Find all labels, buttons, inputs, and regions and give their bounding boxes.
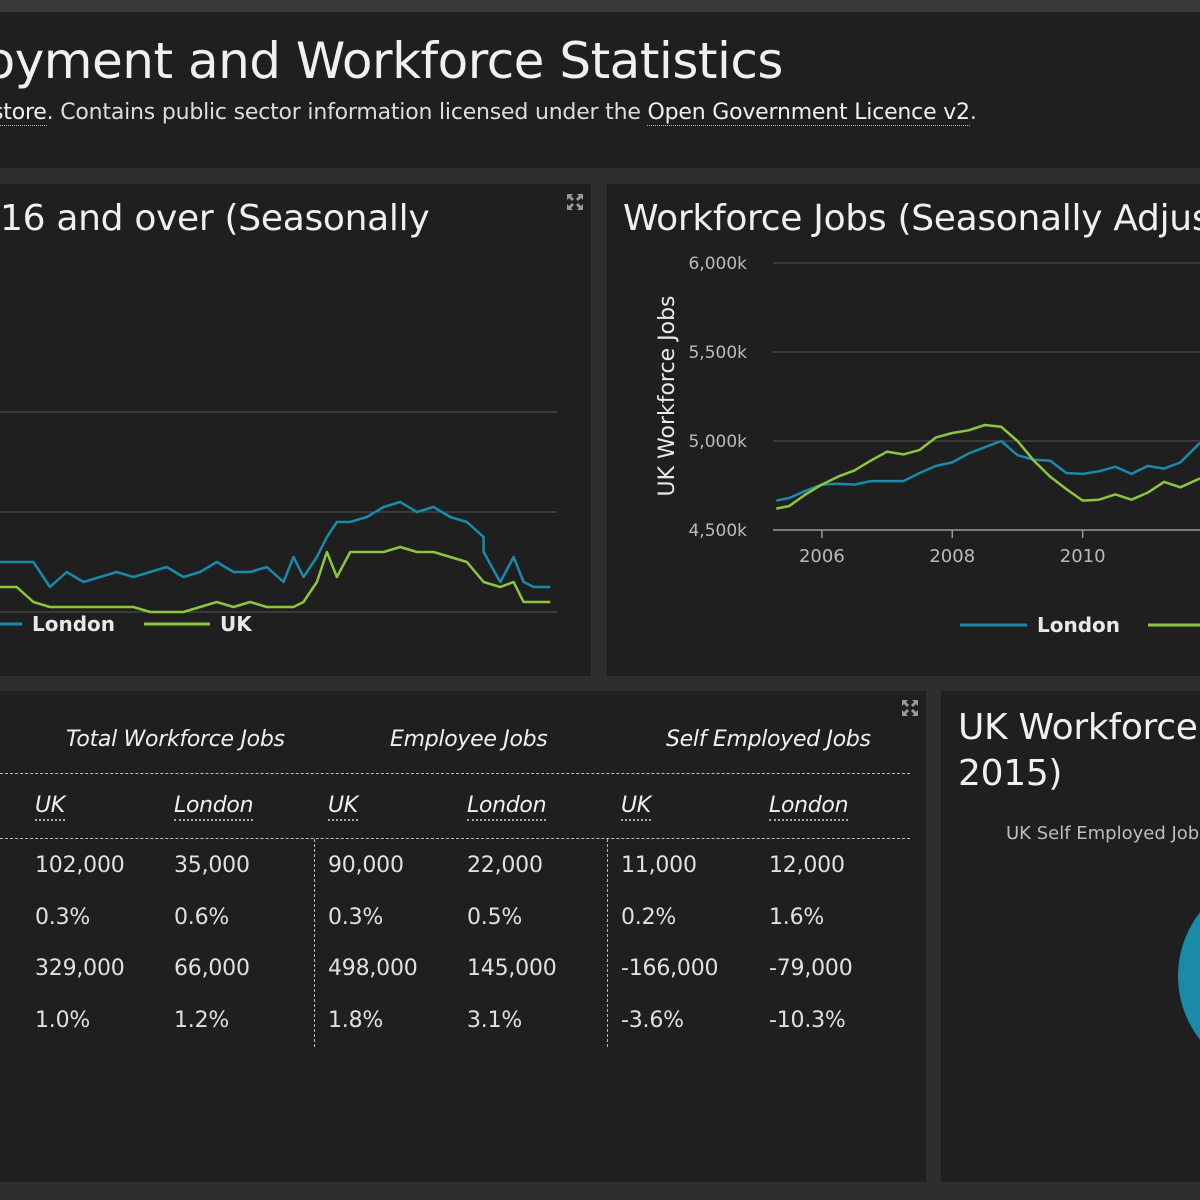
table-cell: 35,000 [174,853,250,878]
table-cell: -3.6% [621,1008,684,1033]
y-tick-label: 5,500k [688,343,747,363]
legend-label-london: London [1037,613,1120,637]
table-divider [0,838,910,839]
table-cell: 0.5% [467,905,523,930]
x-tick-label: 2010 [1060,546,1106,567]
column-divider [607,839,608,1047]
series-line-london [0,500,551,589]
series-line-uk [776,423,1200,510]
y-axis-title: UK Workforce Jobs [655,296,680,497]
table-cell: 102,000 [35,853,125,878]
table-cell: 498,000 [328,956,418,981]
expand-icon[interactable] [900,698,920,718]
pie-slice[interactable] [1178,873,1200,1079]
panel-title: 16 and over (Seasonally [0,198,430,239]
employment-chart-panel: 16 and over (Seasonally 000200520102015L… [0,184,591,676]
subheader-uk[interactable]: UK [35,793,65,821]
series-line-uk [0,545,551,614]
series-line-london [776,439,1200,502]
group-header-self-employed: Self Employed Jobs [666,727,871,752]
top-bar [0,0,1200,12]
workforce-table-panel: Total Workforce Jobs Employee Jobs Self … [0,691,926,1182]
workforce-jobs-chart-panel: Workforce Jobs (Seasonally Adjus 4,500k 5… [607,184,1200,676]
self-employed-pie-panel: UK Workforce 2015) UK Self Employed Jobs [941,691,1200,1182]
licence-link[interactable]: Open Government Licence v2 [647,100,970,126]
table-cell: 66,000 [174,956,250,981]
y-tick-label: 6,000k [688,254,747,274]
table-cell: 0.3% [35,905,91,930]
y-tick-label: 4,500k [688,521,747,541]
subheader-london[interactable]: London [769,793,849,821]
table-cell: 90,000 [328,853,404,878]
column-divider [314,839,315,1047]
panel-title-line1: UK Workforce [958,707,1198,748]
table-cell: -166,000 [621,956,719,981]
attribution-end: . [969,100,977,125]
x-tick-label: 2006 [799,546,845,567]
table-cell: 3.1% [467,1008,523,1033]
table-cell: 0.6% [174,905,230,930]
legend-label-london: London [32,612,115,636]
expand-icon[interactable] [565,192,585,212]
table-cell: 1.0% [35,1008,91,1033]
subheader-uk[interactable]: UK [328,793,358,821]
table-cell: 0.2% [621,905,677,930]
table-cell: 22,000 [467,853,543,878]
subheader-london[interactable]: London [174,793,254,821]
table-cell: 329,000 [35,956,125,981]
legend-label-uk: UK [220,612,253,636]
x-tick-label: 2008 [929,546,975,567]
page-header: ployment and Workforce Statistics store.… [0,12,1200,168]
pie-series-label: UK Self Employed Jobs [1006,823,1200,844]
table-cell: -79,000 [769,956,853,981]
table-cell: 1.6% [769,905,825,930]
panel-title: Workforce Jobs (Seasonally Adjus [623,198,1200,239]
table-cell: 11,000 [621,853,697,878]
table-cell: 0.3% [328,905,384,930]
table-cell: 145,000 [467,956,557,981]
subheader-uk[interactable]: UK [621,793,651,821]
pie-chart [1178,873,1200,1079]
group-header-employee: Employee Jobs [390,727,548,752]
group-header-total: Total Workforce Jobs [66,727,285,752]
table-cell: 1.8% [328,1008,384,1033]
page-title: ployment and Workforce Statistics [0,32,783,90]
panel-title-line2: 2015) [958,753,1063,794]
table-cell: 12,000 [769,853,845,878]
y-tick-label: 5,000k [688,432,747,452]
table-divider [0,773,910,774]
employment-rate-chart: 000200520102015LondonUK [0,411,557,636]
workforce-jobs-chart: 4,500k 5,000k 5,500k 6,000k 2006 2008 2010 UK W… [655,254,1200,637]
attribution-body: . Contains public sector information lic… [46,100,648,125]
table-cell: 1.2% [174,1008,230,1033]
subheader-london[interactable]: London [467,793,547,821]
table-cell: -10.3% [769,1008,846,1033]
